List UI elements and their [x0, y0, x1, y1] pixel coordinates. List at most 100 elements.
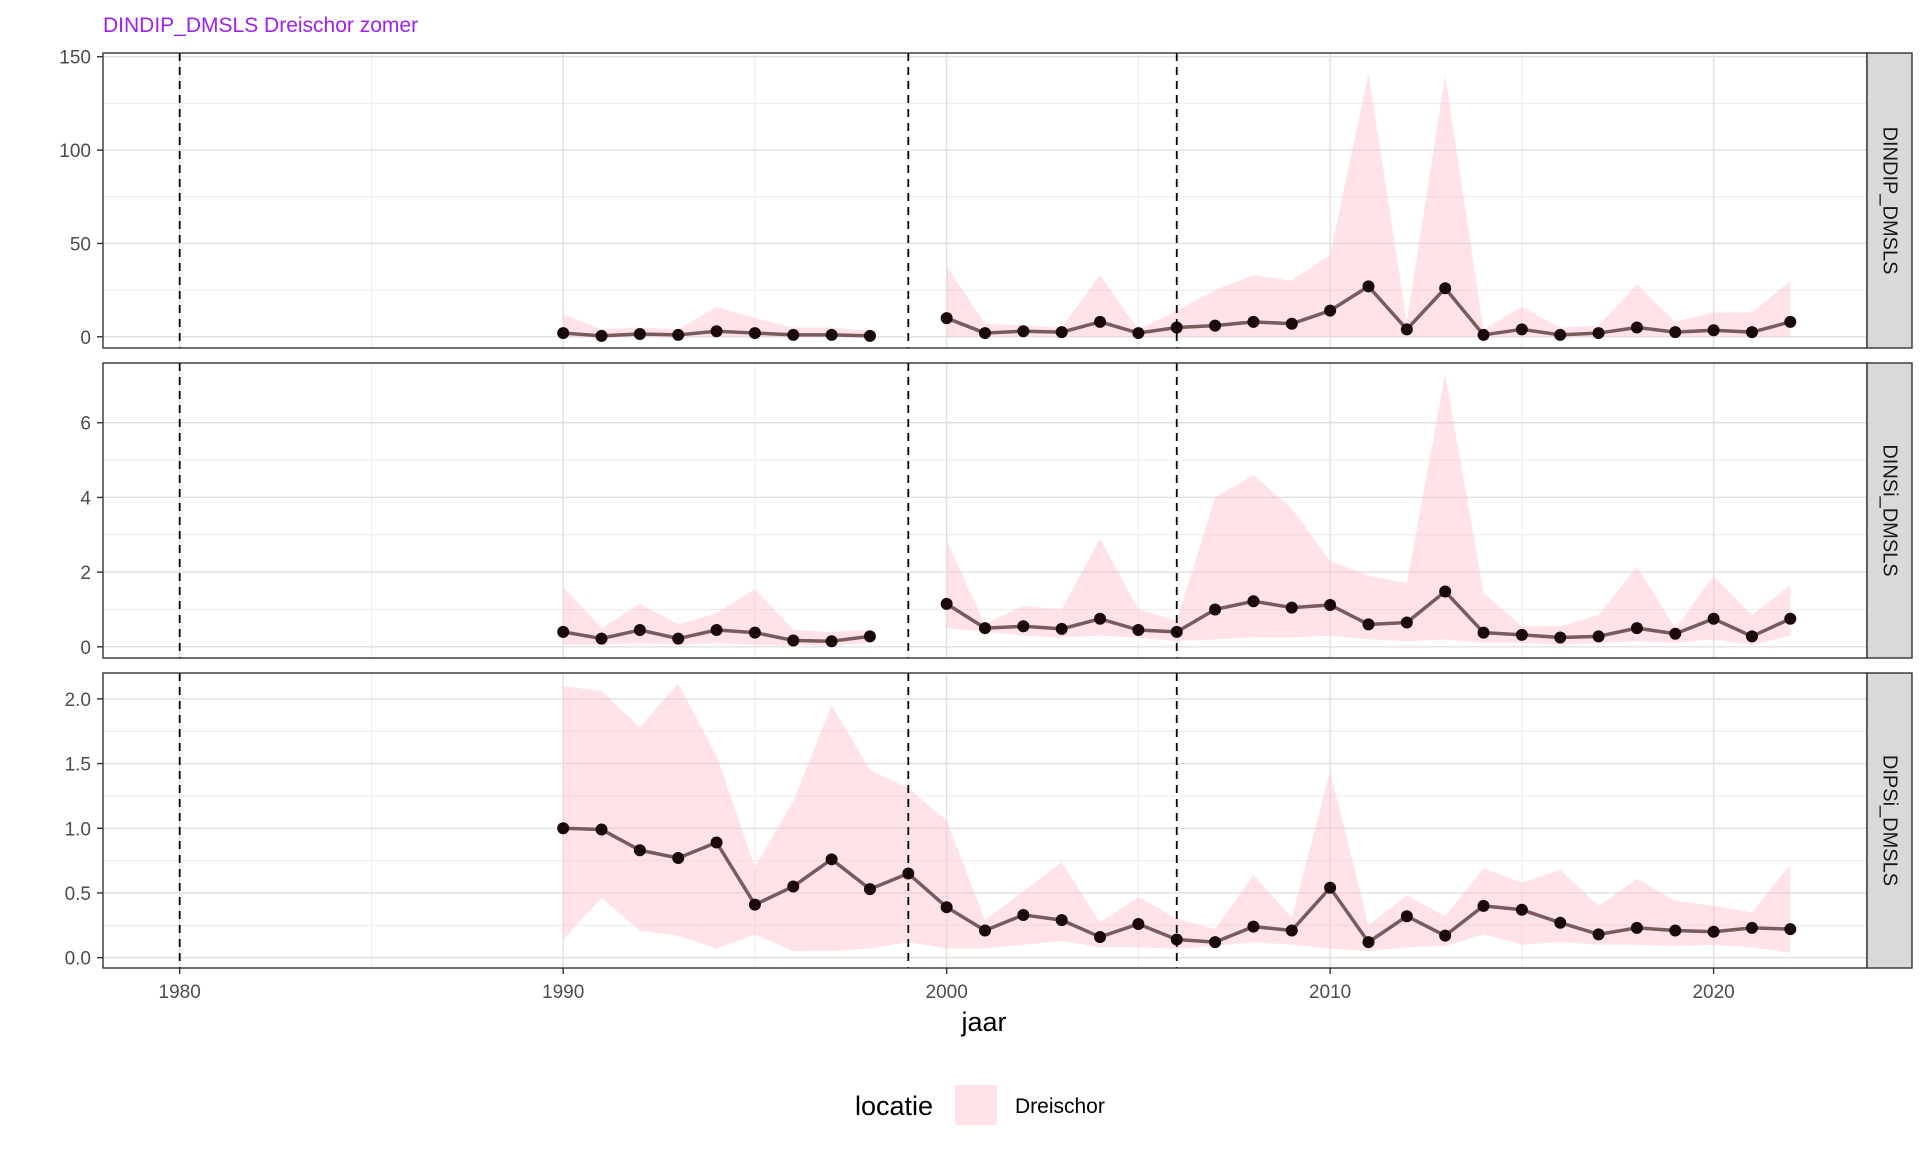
data-point — [1285, 924, 1298, 937]
data-point — [1362, 936, 1375, 949]
panel-dindip-dmsls: 0 50 100 150 DINDIP_DMSLS — [59, 48, 1913, 349]
data-point — [1630, 321, 1643, 334]
data-point — [1247, 920, 1260, 933]
data-point — [1055, 326, 1068, 339]
y-tick-label: 1.0 — [65, 819, 91, 840]
data-point — [1132, 623, 1145, 636]
y-tick-label: 2.0 — [65, 690, 91, 711]
data-point — [825, 635, 838, 648]
data-point — [1094, 315, 1107, 328]
data-point — [633, 844, 646, 857]
data-point — [1247, 315, 1260, 328]
data-point — [595, 329, 608, 342]
data-point — [1707, 925, 1720, 938]
data-point — [1209, 936, 1222, 949]
data-point — [1017, 908, 1030, 921]
data-point — [1400, 616, 1413, 629]
data-point — [1094, 612, 1107, 625]
facet-strip-label: DINDIP_DMSLS — [1879, 127, 1901, 275]
panel-border — [102, 52, 1868, 349]
data-point — [940, 597, 953, 610]
data-point — [595, 823, 608, 836]
y-tick-label: 0 — [80, 638, 91, 659]
data-point — [1515, 903, 1528, 916]
data-point — [633, 327, 646, 340]
x-axis-title: jaar — [960, 1007, 1006, 1037]
data-point — [1285, 317, 1298, 330]
data-point — [1439, 929, 1452, 942]
y-tick-label: 0 — [80, 328, 91, 349]
data-point — [1554, 631, 1567, 644]
data-point — [863, 883, 876, 896]
data-point — [1592, 928, 1605, 941]
data-point — [1324, 881, 1337, 894]
data-point — [710, 325, 723, 338]
data-point — [1515, 323, 1528, 336]
data-point — [1745, 921, 1758, 934]
y-tick-label: 0.5 — [65, 884, 91, 905]
ribbon-segment-1 — [946, 374, 1791, 645]
data-point — [557, 625, 570, 638]
data-point — [1170, 321, 1183, 334]
panel-dipsi-dmsls: 0.0 0.5 1.0 1.5 2.0 DIPSi_DMSLS — [65, 672, 1913, 970]
data-point — [979, 327, 991, 340]
data-point — [787, 634, 800, 647]
x-tick-label: 2010 — [1309, 982, 1351, 1003]
data-point — [787, 880, 800, 893]
data-point — [1439, 282, 1452, 295]
y-tick-label: 150 — [59, 48, 91, 69]
data-point — [1592, 327, 1605, 340]
data-point — [748, 327, 761, 340]
data-point — [1439, 585, 1452, 598]
data-point — [1400, 910, 1413, 923]
data-point — [940, 901, 953, 914]
data-point — [672, 328, 685, 341]
data-point — [1630, 622, 1643, 635]
data-point — [1324, 598, 1337, 611]
chart-title: DINDIP_DMSLS Dreischor zomer — [103, 14, 418, 37]
data-point — [748, 626, 761, 639]
data-point — [1669, 627, 1682, 640]
data-point — [633, 623, 646, 636]
data-point — [787, 328, 800, 341]
data-point — [1017, 620, 1030, 633]
data-point — [557, 327, 570, 340]
data-point — [557, 822, 570, 835]
legend: locatie Dreischor — [855, 1085, 1105, 1125]
data-point — [1362, 618, 1375, 631]
y-tick-label: 1.5 — [65, 755, 91, 776]
data-point — [1285, 601, 1298, 614]
data-point — [1669, 924, 1682, 937]
legend-key-dreischor — [955, 1085, 997, 1125]
facet-strip — [1866, 52, 1913, 349]
panel-dinsi-dmsls: 0 2 4 6 DINSi_DMSLS — [80, 362, 1913, 659]
data-point — [595, 632, 608, 645]
data-point — [710, 623, 723, 636]
data-point — [1554, 328, 1567, 341]
data-point — [1554, 916, 1567, 929]
data-point — [1592, 630, 1605, 643]
legend-label-dreischor: Dreischor — [1015, 1095, 1105, 1118]
x-tick-label: 2000 — [926, 982, 968, 1003]
data-point — [1515, 628, 1528, 641]
ribbon-segment-1 — [946, 73, 1791, 337]
data-point — [1707, 324, 1720, 337]
y-tick-label: 0.0 — [65, 949, 91, 970]
facet-strip-label: DIPSi_DMSLS — [1879, 755, 1901, 886]
y-tick-label: 6 — [80, 414, 91, 435]
data-point — [1630, 921, 1643, 934]
facet-strip-label: DINSi_DMSLS — [1879, 444, 1901, 576]
data-point — [979, 622, 991, 635]
data-point — [672, 852, 685, 865]
data-point — [1209, 603, 1222, 616]
facet-strip — [1866, 672, 1913, 969]
data-point — [1669, 326, 1682, 339]
data-point — [672, 632, 685, 645]
data-point — [940, 312, 953, 325]
data-point — [1362, 280, 1375, 293]
y-tick-label: 2 — [80, 563, 91, 584]
data-point — [1477, 899, 1490, 912]
data-point — [1209, 319, 1222, 332]
data-point — [1745, 630, 1758, 643]
